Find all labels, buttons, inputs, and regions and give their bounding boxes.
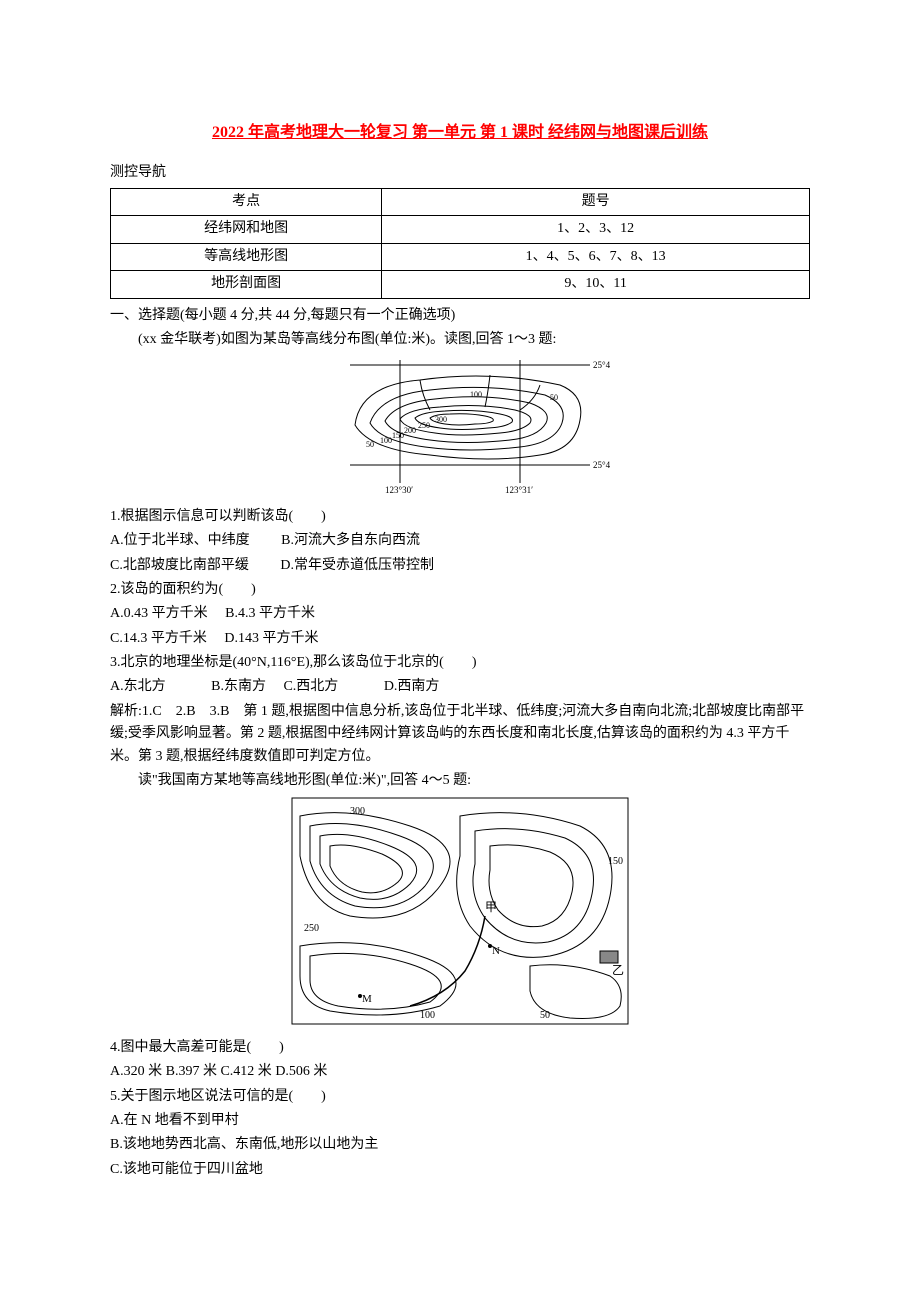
option-d: D.西南方 — [384, 679, 440, 694]
contour-label: 300 — [435, 415, 447, 424]
option-d: D.143 平方千米 — [224, 631, 318, 646]
lat-label: 25°41′ — [593, 360, 610, 370]
contour-label: 150 — [608, 856, 623, 867]
table-cell: 地形剖面图 — [111, 271, 382, 298]
contour-label: 150 — [392, 431, 404, 440]
question-options: A.东北方 B.东南方 C.西北方 D.西南方 — [110, 676, 810, 698]
contour-label: 250 — [304, 923, 319, 934]
lon-label: 123°30′ — [385, 485, 413, 495]
question-stem: 5.关于图示地区说法可信的是( ) — [110, 1086, 810, 1108]
contour-label: 50 — [540, 1010, 550, 1021]
question-intro: (xx 金华联考)如图为某岛等高线分布图(单位:米)。读图,回答 1～3 题: — [110, 329, 810, 351]
lon-label: 123°31′ — [505, 485, 533, 495]
question-options: A.0.43 平方千米 B.4.3 平方千米 — [110, 603, 810, 625]
table-row: 等高线地形图 1、4、5、6、7、8、13 — [111, 243, 810, 270]
option-b: B.4.3 平方千米 — [225, 606, 315, 621]
contour-label: 100 — [380, 436, 392, 445]
question-options: A.320 米 B.397 米 C.412 米 D.506 米 — [110, 1061, 810, 1083]
topic-table: 考点 题号 经纬网和地图 1、2、3、12 等高线地形图 1、4、5、6、7、8… — [110, 188, 810, 299]
table-cell: 1、2、3、12 — [382, 216, 810, 243]
point-label-m: M — [362, 993, 372, 1005]
section-subhead: 测控导航 — [110, 162, 810, 184]
document-page: 2022 年高考地理大一轮复习 第一单元 第 1 课时 经纬网与地图课后训练 测… — [0, 0, 920, 1302]
question-intro: 读"我国南方某地等高线地形图(单位:米)",回答 4～5 题: — [110, 770, 810, 792]
table-row: 地形剖面图 9、10、11 — [111, 271, 810, 298]
contour-label: 100 — [420, 1010, 435, 1021]
option-a: A.0.43 平方千米 — [110, 606, 208, 621]
table-row: 经纬网和地图 1、2、3、12 — [111, 216, 810, 243]
page-title: 2022 年高考地理大一轮复习 第一单元 第 1 课时 经纬网与地图课后训练 — [110, 120, 810, 146]
contour-label: 50 — [550, 393, 558, 402]
option-c: C.14.3 平方千米 — [110, 631, 207, 646]
section-heading: 一、选择题(每小题 4 分,共 44 分,每题只有一个正确选项) — [110, 305, 810, 327]
question-stem: 3.北京的地理坐标是(40°N,116°E),那么该岛位于北京的( ) — [110, 652, 810, 674]
option-d: D.506 米 — [275, 1064, 327, 1079]
contour-label: 200 — [404, 426, 416, 435]
table-cell: 9、10、11 — [382, 271, 810, 298]
figure-island-contour: 25°41′ 25°40′ 123°30′ 123°31′ 50 100 150… — [110, 355, 810, 503]
point-label-yi: 乙 — [612, 963, 624, 977]
option-a: A.320 米 — [110, 1064, 162, 1079]
figure-terrain-contour: 300 250 150 100 50 甲 N M 乙 — [110, 796, 810, 1034]
question-options: C.14.3 平方千米 D.143 平方千米 — [110, 628, 810, 650]
contour-label: 250 — [418, 421, 430, 430]
contour-label: 50 — [366, 440, 374, 449]
option-b: B.该地地势西北高、东南低,地形以山地为主 — [110, 1134, 810, 1156]
table-header-row: 考点 题号 — [111, 188, 810, 215]
explanation-text: 解析:1.C 2.B 3.B 第 1 题,根据图中信息分析,该岛位于北半球、低纬… — [110, 701, 810, 768]
island-contour-svg: 25°41′ 25°40′ 123°30′ 123°31′ 50 100 150… — [310, 355, 610, 495]
question-options: C.北部坡度比南部平缓 D.常年受赤道低压带控制 — [110, 555, 810, 577]
table-cell: 经纬网和地图 — [111, 216, 382, 243]
option-a: A.在 N 地看不到甲村 — [110, 1110, 810, 1132]
contour-label: 300 — [350, 806, 365, 817]
option-a: A.位于北半球、中纬度 — [110, 533, 250, 548]
option-a: A.东北方 — [110, 679, 166, 694]
contour-label: 100 — [470, 390, 482, 399]
lat-label: 25°40′ — [593, 460, 610, 470]
table-cell: 等高线地形图 — [111, 243, 382, 270]
option-b: B.东南方 — [211, 679, 266, 694]
option-c: C.西北方 — [283, 679, 338, 694]
question-stem: 4.图中最大高差可能是( ) — [110, 1037, 810, 1059]
option-d: D.常年受赤道低压带控制 — [280, 558, 434, 573]
point-label-jia: 甲 — [485, 900, 497, 914]
table-header-cell: 题号 — [382, 188, 810, 215]
option-c: C.该地可能位于四川盆地 — [110, 1159, 810, 1181]
option-c: C.412 米 — [220, 1064, 271, 1079]
question-stem: 1.根据图示信息可以判断该岛( ) — [110, 506, 810, 528]
option-b: B.河流大多自东向西流 — [281, 533, 420, 548]
point-label-n: N — [492, 945, 500, 957]
table-cell: 1、4、5、6、7、8、13 — [382, 243, 810, 270]
option-b: B.397 米 — [166, 1064, 217, 1079]
terrain-contour-svg: 300 250 150 100 50 甲 N M 乙 — [290, 796, 630, 1026]
question-options: A.位于北半球、中纬度 B.河流大多自东向西流 — [110, 530, 810, 552]
option-c: C.北部坡度比南部平缓 — [110, 558, 249, 573]
table-header-cell: 考点 — [111, 188, 382, 215]
question-stem: 2.该岛的面积约为( ) — [110, 579, 810, 601]
